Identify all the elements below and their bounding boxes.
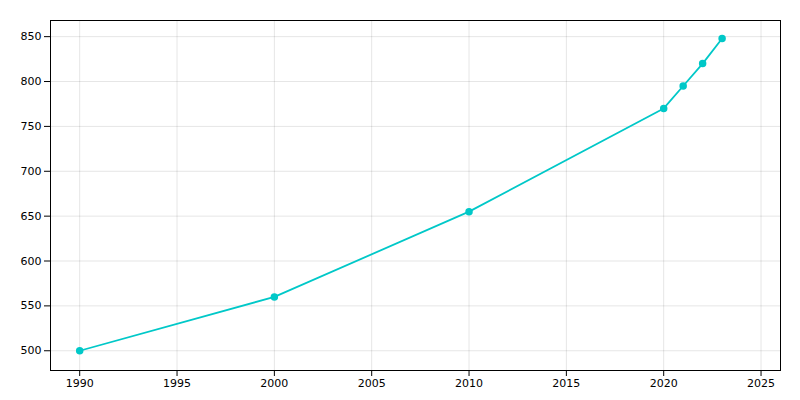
svg-text:2025: 2025 (747, 377, 775, 390)
svg-text:2010: 2010 (455, 377, 483, 390)
svg-text:1995: 1995 (163, 377, 191, 390)
svg-text:2005: 2005 (358, 377, 386, 390)
svg-text:2020: 2020 (650, 377, 678, 390)
svg-text:850: 850 (21, 30, 42, 43)
svg-text:2000: 2000 (260, 377, 288, 390)
svg-text:800: 800 (21, 75, 42, 88)
svg-text:500: 500 (21, 344, 42, 357)
svg-text:550: 550 (21, 299, 42, 312)
svg-text:750: 750 (21, 120, 42, 133)
svg-text:600: 600 (21, 255, 42, 268)
svg-text:2015: 2015 (552, 377, 580, 390)
svg-text:650: 650 (21, 210, 42, 223)
svg-text:1990: 1990 (66, 377, 94, 390)
svg-text:700: 700 (21, 165, 42, 178)
